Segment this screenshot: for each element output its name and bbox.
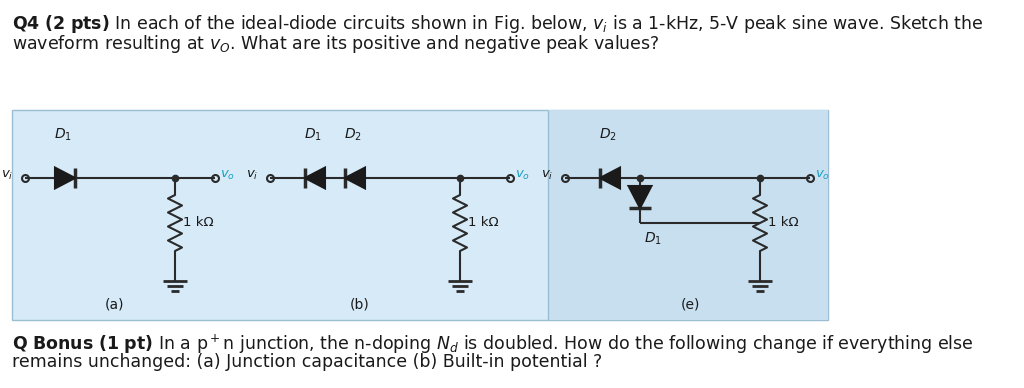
Text: 1 kΩ: 1 kΩ (768, 217, 799, 229)
Text: $v_o$: $v_o$ (815, 168, 830, 182)
Polygon shape (600, 168, 620, 189)
Text: remains unchanged: (a) Junction capacitance (b) Built-in potential ?: remains unchanged: (a) Junction capacita… (12, 353, 602, 371)
Text: $D_2$: $D_2$ (344, 126, 361, 143)
Text: 1 kΩ: 1 kΩ (183, 217, 214, 229)
Text: $D_2$: $D_2$ (599, 126, 616, 143)
Text: $v_i$: $v_i$ (1, 168, 13, 182)
Text: 1 kΩ: 1 kΩ (468, 217, 499, 229)
Text: $\bf{Q4\ (2\ pts)}$ In each of the ideal-diode circuits shown in Fig. below, $v_: $\bf{Q4\ (2\ pts)}$ In each of the ideal… (12, 13, 983, 35)
Text: (a): (a) (105, 298, 125, 312)
Text: $v_i$: $v_i$ (541, 168, 553, 182)
Text: $D_1$: $D_1$ (644, 231, 662, 248)
Text: waveform resulting at $v_O$. What are its positive and negative peak values?: waveform resulting at $v_O$. What are it… (12, 33, 659, 55)
Text: $v_i$: $v_i$ (246, 168, 258, 182)
Text: $v_o$: $v_o$ (515, 168, 530, 182)
Text: $\bf{Q\ Bonus\ (1\ pt)}$ In a p$^+$n junction, the n-doping $N_d$ is doubled. Ho: $\bf{Q\ Bonus\ (1\ pt)}$ In a p$^+$n jun… (12, 333, 974, 356)
Text: (e): (e) (680, 298, 699, 312)
Polygon shape (345, 168, 365, 189)
Text: $v_o$: $v_o$ (220, 168, 236, 182)
Polygon shape (55, 168, 75, 189)
Polygon shape (629, 186, 651, 208)
Text: $D_1$: $D_1$ (304, 126, 322, 143)
Bar (12, 110, 828, 320)
Bar (548, 110, 828, 320)
Text: (b): (b) (350, 298, 370, 312)
Polygon shape (305, 168, 325, 189)
Text: $D_1$: $D_1$ (54, 126, 72, 143)
